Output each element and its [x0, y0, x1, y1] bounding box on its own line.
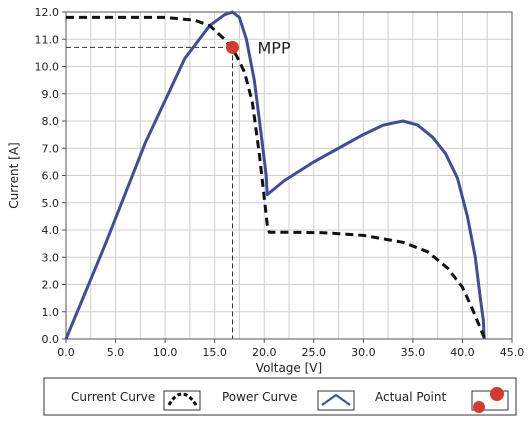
- grid: [65, 11, 513, 340]
- legend-box: [43, 377, 517, 416]
- y-tick-label: 4.0: [42, 224, 60, 237]
- x-tick-label: 20.0: [252, 346, 277, 359]
- x-tick-label: 30.0: [351, 346, 376, 359]
- x-tick-label: 40.0: [450, 346, 475, 359]
- power-curve-line: [64, 10, 486, 340]
- legend-swatch-current: [163, 390, 201, 411]
- y-tick-label: 2.0: [42, 279, 60, 292]
- x-tick-label: 5.0: [107, 346, 125, 359]
- x-tick-label: 45.0: [500, 346, 525, 359]
- x-tick-label: 10.0: [153, 346, 178, 359]
- y-tick-label: 6.0: [42, 170, 60, 183]
- y-tick-label: 5.0: [42, 197, 60, 210]
- y-axis-title: Current [A]: [7, 142, 21, 208]
- y-tick-label: 9.0: [42, 88, 60, 101]
- y-tick-label: 10.0: [35, 61, 60, 74]
- x-tick-label: 0.0: [57, 346, 75, 359]
- annotations: MPP: [258, 38, 291, 57]
- y-tick-label: 8.0: [42, 115, 60, 128]
- legend-swatch-power: [317, 390, 355, 411]
- x-tick-label: 35.0: [401, 346, 426, 359]
- legend: Current Curve Power Curve Actual Point: [43, 377, 517, 416]
- y-tick-label: 7.0: [42, 142, 60, 155]
- mpp-reference-lines: [66, 46, 234, 339]
- series: [64, 10, 486, 340]
- x-tick-label: 15.0: [202, 346, 227, 359]
- x-tick-label: 25.0: [302, 346, 327, 359]
- legend-label-current: Current Curve: [71, 390, 155, 404]
- actual-point-marker: [226, 40, 240, 54]
- legend-label-actual: Actual Point: [375, 390, 446, 404]
- current-curve-line: [66, 15, 486, 339]
- tick-labels: 0.0 5.0 10.0 15.0 20.0 25.0 30.0 35.0 40.0 45.0 0.…: [35, 6, 525, 359]
- legend-label-power: Power Curve: [222, 390, 298, 404]
- y-tick-label: 11.0: [35, 33, 60, 46]
- y-tick-label: 12.0: [35, 6, 60, 19]
- y-tick-label: 0.0: [42, 333, 60, 346]
- y-tick-label: 3.0: [42, 251, 60, 264]
- y-tick-label: 1.0: [42, 306, 60, 319]
- legend-swatch-actual: [471, 387, 509, 413]
- mpp-label: MPP: [258, 38, 291, 57]
- x-axis-title: Voltage [V]: [256, 361, 322, 375]
